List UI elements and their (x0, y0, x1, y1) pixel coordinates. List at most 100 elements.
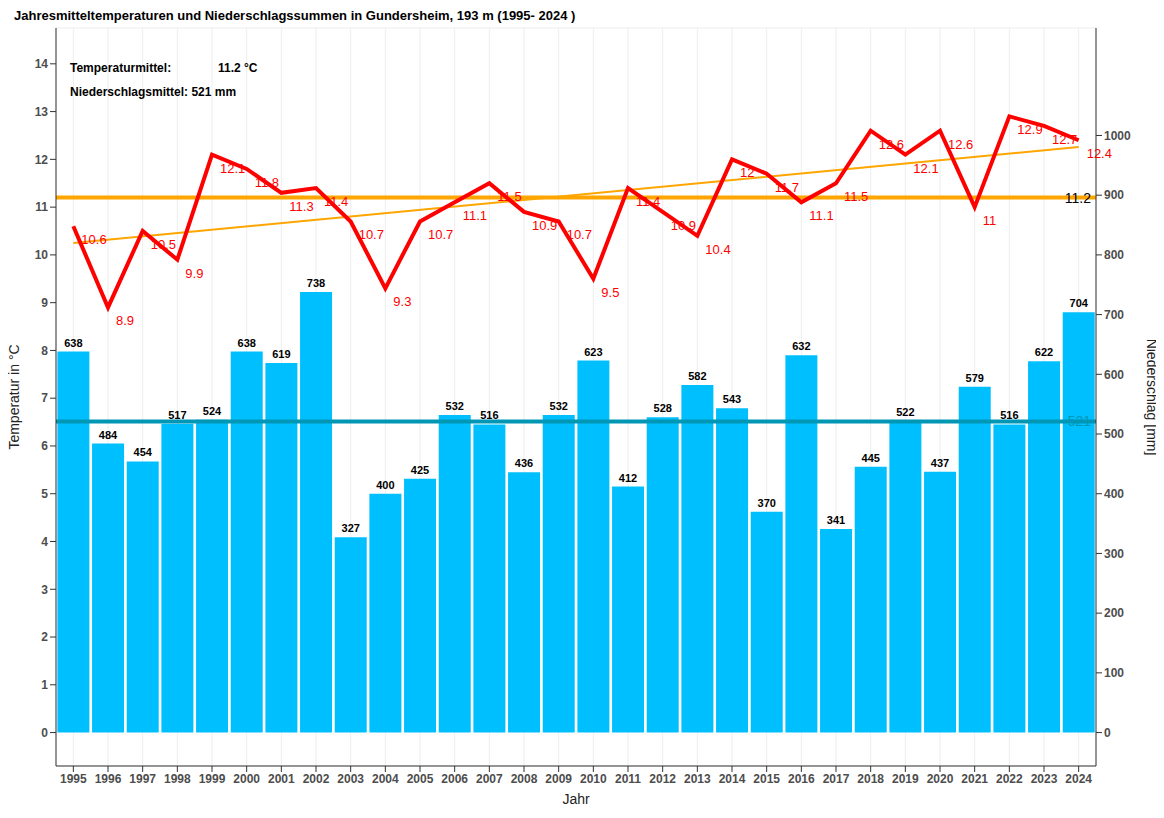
svg-text:1000: 1000 (1104, 129, 1131, 143)
svg-text:500: 500 (1104, 427, 1124, 441)
svg-text:7: 7 (41, 391, 48, 405)
svg-text:543: 543 (723, 393, 741, 405)
svg-text:524: 524 (203, 405, 222, 417)
svg-text:327: 327 (342, 522, 360, 534)
svg-text:738: 738 (307, 277, 325, 289)
svg-text:623: 623 (584, 346, 602, 358)
svg-text:400: 400 (376, 479, 394, 491)
svg-text:12.6: 12.6 (879, 137, 904, 152)
svg-text:2024: 2024 (1065, 772, 1092, 786)
svg-text:Temperatur in °C: Temperatur in °C (8, 344, 22, 449)
svg-text:532: 532 (446, 400, 464, 412)
svg-text:11.4: 11.4 (324, 194, 348, 209)
svg-text:704: 704 (1070, 297, 1089, 309)
svg-text:1998: 1998 (164, 772, 191, 786)
svg-text:370: 370 (758, 497, 776, 509)
svg-text:12.9: 12.9 (1017, 122, 1042, 137)
svg-text:638: 638 (238, 337, 256, 349)
svg-text:0: 0 (1104, 726, 1111, 740)
svg-text:700: 700 (1104, 308, 1124, 322)
svg-text:8: 8 (41, 344, 48, 358)
svg-text:516: 516 (480, 409, 498, 421)
svg-text:436: 436 (515, 457, 533, 469)
svg-text:13: 13 (35, 105, 49, 119)
svg-text:521: 521 (1068, 413, 1092, 429)
svg-text:900: 900 (1104, 188, 1124, 202)
svg-text:619: 619 (272, 348, 290, 360)
svg-text:11.7: 11.7 (775, 180, 799, 195)
svg-text:638: 638 (64, 337, 82, 349)
svg-text:2006: 2006 (441, 772, 468, 786)
svg-text:3: 3 (41, 583, 48, 597)
svg-text:5: 5 (41, 487, 48, 501)
svg-text:10.9: 10.9 (671, 218, 696, 233)
svg-text:2021: 2021 (961, 772, 988, 786)
svg-text:2018: 2018 (857, 772, 884, 786)
svg-text:2014: 2014 (719, 772, 746, 786)
svg-text:12.1: 12.1 (913, 161, 938, 176)
svg-text:11.1: 11.1 (809, 208, 833, 223)
svg-text:10.5: 10.5 (151, 237, 176, 252)
svg-text:2015: 2015 (753, 772, 780, 786)
svg-text:12: 12 (740, 165, 754, 180)
svg-text:1: 1 (41, 678, 48, 692)
svg-text:2010: 2010 (580, 772, 607, 786)
svg-text:8.9: 8.9 (116, 313, 134, 328)
svg-text:10: 10 (35, 248, 49, 262)
svg-text:10.4: 10.4 (705, 242, 730, 257)
svg-text:2002: 2002 (303, 772, 330, 786)
svg-text:14: 14 (35, 57, 49, 71)
svg-text:200: 200 (1104, 606, 1124, 620)
svg-text:445: 445 (862, 452, 880, 464)
svg-text:10.6: 10.6 (81, 232, 106, 247)
svg-text:516: 516 (1000, 409, 1018, 421)
svg-text:11.5: 11.5 (497, 189, 521, 204)
svg-text:2011: 2011 (615, 772, 641, 786)
svg-text:11.3: 11.3 (289, 199, 313, 214)
svg-text:6: 6 (41, 439, 48, 453)
svg-text:12.6: 12.6 (948, 137, 973, 152)
svg-text:622: 622 (1035, 346, 1053, 358)
svg-text:12: 12 (35, 153, 49, 167)
svg-text:2001: 2001 (268, 772, 295, 786)
svg-text:300: 300 (1104, 547, 1124, 561)
svg-text:10.9: 10.9 (532, 218, 557, 233)
svg-text:11.1: 11.1 (463, 208, 487, 223)
svg-text:11.4: 11.4 (636, 194, 660, 209)
svg-text:2: 2 (41, 630, 48, 644)
svg-text:11.5: 11.5 (844, 189, 868, 204)
svg-text:9.5: 9.5 (601, 285, 619, 300)
svg-text:437: 437 (931, 457, 949, 469)
svg-text:1996: 1996 (95, 772, 122, 786)
svg-text:11: 11 (35, 200, 48, 214)
svg-text:1995: 1995 (60, 772, 87, 786)
svg-text:10.7: 10.7 (567, 227, 592, 242)
svg-text:517: 517 (168, 409, 186, 421)
svg-text:12.1: 12.1 (220, 161, 245, 176)
svg-text:2003: 2003 (337, 772, 364, 786)
svg-text:532: 532 (550, 400, 568, 412)
svg-text:600: 600 (1104, 368, 1124, 382)
svg-text:2013: 2013 (684, 772, 711, 786)
svg-text:2019: 2019 (892, 772, 919, 786)
svg-text:9.9: 9.9 (185, 266, 203, 281)
svg-text:2004: 2004 (372, 772, 399, 786)
svg-text:2009: 2009 (545, 772, 572, 786)
svg-text:Jahr: Jahr (562, 791, 590, 807)
svg-text:2005: 2005 (407, 772, 434, 786)
svg-text:582: 582 (688, 370, 706, 382)
svg-text:11.2: 11.2 (1065, 190, 1091, 206)
svg-text:2020: 2020 (927, 772, 954, 786)
svg-text:522: 522 (896, 406, 914, 418)
svg-text:100: 100 (1104, 666, 1124, 680)
svg-text:484: 484 (99, 429, 118, 441)
svg-text:2023: 2023 (1031, 772, 1058, 786)
svg-text:9: 9 (41, 296, 48, 310)
svg-text:2012: 2012 (649, 772, 676, 786)
svg-text:341: 341 (827, 514, 845, 526)
svg-text:2000: 2000 (233, 772, 260, 786)
svg-text:2022: 2022 (996, 772, 1023, 786)
svg-text:12.7: 12.7 (1052, 132, 1077, 147)
svg-text:800: 800 (1104, 248, 1124, 262)
svg-text:12.4: 12.4 (1087, 146, 1112, 161)
